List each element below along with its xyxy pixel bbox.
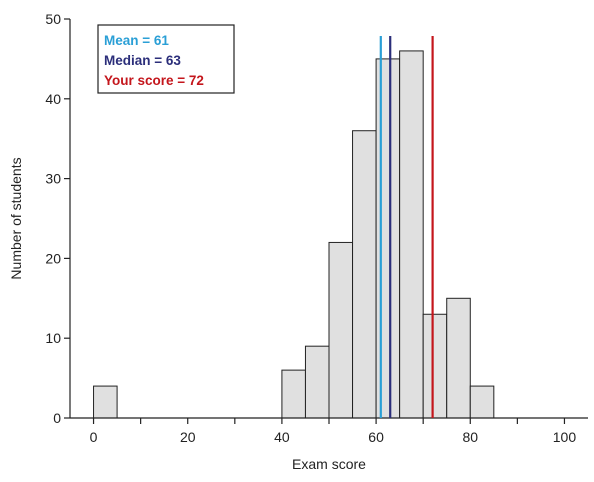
legend: Mean = 61 Median = 63 Your score = 72 bbox=[97, 24, 235, 94]
x-tick-label: 100 bbox=[553, 429, 577, 445]
x-tick-label: 20 bbox=[180, 429, 196, 445]
histogram-bar bbox=[399, 50, 424, 419]
x-tick-label: 60 bbox=[368, 429, 384, 445]
histogram-bar bbox=[93, 385, 118, 419]
reference-lines bbox=[379, 36, 434, 418]
histogram-bar bbox=[375, 58, 401, 419]
histogram-bar bbox=[352, 130, 377, 419]
legend-box bbox=[97, 24, 235, 94]
histogram-bar bbox=[422, 313, 448, 419]
y-tick-label: 10 bbox=[45, 330, 61, 346]
y-tick-label: 0 bbox=[53, 410, 61, 426]
y-axis-title: Number of students bbox=[8, 157, 24, 279]
histogram-bar bbox=[469, 385, 495, 419]
histogram-bar bbox=[328, 241, 354, 419]
mean-legend-label: Mean = 61 bbox=[104, 33, 169, 48]
histogram-bar bbox=[304, 345, 330, 419]
histogram-bars bbox=[93, 50, 495, 419]
y-tick-label: 20 bbox=[45, 250, 61, 266]
y-tick-label: 50 bbox=[45, 11, 61, 27]
median-legend-label: Median = 63 bbox=[104, 53, 181, 68]
histogram-bar bbox=[446, 297, 471, 419]
histogram-bar bbox=[281, 369, 306, 419]
y-tick-label: 40 bbox=[45, 91, 61, 107]
x-axis-title: Exam score bbox=[292, 456, 366, 472]
y-tick-label: 30 bbox=[45, 171, 61, 187]
axes: 0 10 20 30 40 50 0 20 40 60 80 100 bbox=[45, 11, 588, 445]
your-score-legend-label: Your score = 72 bbox=[104, 73, 204, 88]
x-tick-label: 80 bbox=[462, 429, 478, 445]
x-tick-label: 40 bbox=[274, 429, 290, 445]
x-tick-label: 0 bbox=[90, 429, 98, 445]
